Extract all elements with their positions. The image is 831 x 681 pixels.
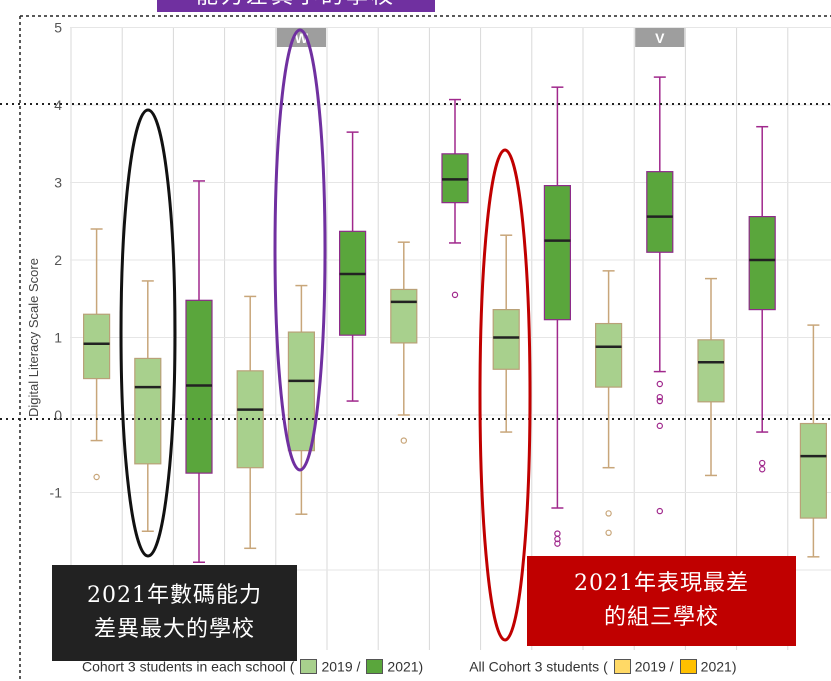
box-iqr [800,424,826,519]
box-2019 [596,271,622,536]
box-2019 [288,286,314,515]
y-tick-label: 3 [54,175,62,191]
box-iqr [698,340,724,402]
legend-swatch-2021 [366,659,383,674]
annotation-largest-difference: 2021年數碼能力 差異最大的學校 [52,565,297,661]
outlier-point [657,381,662,386]
legend-swatch-all-2019 [614,659,631,674]
legend-cohort-label: Cohort 3 students in each school ( [82,658,294,674]
box-iqr [596,324,622,388]
outlier-point [401,438,406,443]
annotation-worst-performance: 2021年表現最差 的組三學校 [527,556,796,646]
outlier-point [657,423,662,428]
box-2021 [544,87,570,546]
group-header-label: V [655,30,665,46]
outlier-point [452,292,457,297]
y-axis-label: Digital Literacy Scale Score [26,258,41,417]
box-2021 [186,181,212,562]
box-2019 [84,229,110,480]
box-iqr [135,358,161,463]
box-2021 [442,100,468,298]
box-iqr [493,310,519,370]
outlier-point [606,511,611,516]
box-2021 [647,77,673,514]
outlier-point [555,531,560,536]
box-2019 [800,325,826,557]
y-tick-label: 0 [54,407,62,423]
box-2019 [135,281,161,531]
box-iqr [84,314,110,378]
legend-all-label: All Cohort 3 students ( [469,658,608,674]
annotation-top-banner: 能力差異小的學校 [157,0,435,12]
outlier-point [760,467,765,472]
box-2019 [698,279,724,476]
legend: Cohort 3 students in each school ( 2019 /… [82,657,831,679]
box-2019 [391,242,417,443]
y-tick-label: 2 [54,252,62,268]
legend-cohort-2021: 2021) [387,658,423,674]
outlier-point [760,460,765,465]
y-tick-label: -1 [50,485,63,501]
box-2021 [749,127,775,472]
legend-swatch-2019 [300,659,317,674]
legend-swatch-all-2021 [680,659,697,674]
box-iqr [340,231,366,335]
box-2021 [340,132,366,401]
legend-cohort-2019: 2019 / [321,658,360,674]
box-iqr [647,172,673,253]
box-2019 [493,235,519,432]
box-iqr [391,289,417,342]
outlier-point [606,530,611,535]
box-iqr [749,217,775,310]
box-iqr [288,332,314,451]
legend-all-2021: 2021) [701,658,737,674]
legend-all-2019: 2019 / [635,658,674,674]
highlight-ellipse-red [480,150,530,640]
y-tick-label: 5 [54,20,62,36]
box-iqr [544,186,570,320]
outlier-point [657,509,662,514]
outlier-point [94,474,99,479]
box-2019 [237,296,263,548]
y-tick-label: 1 [54,330,62,346]
